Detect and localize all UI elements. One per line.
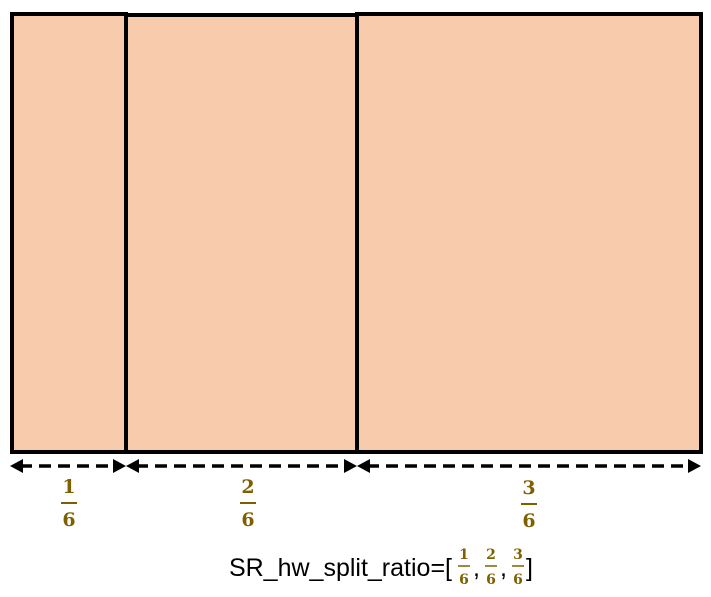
segment-panel-2	[124, 13, 359, 454]
dimension-arrow-3	[357, 459, 701, 473]
formula-fraction-1-numerator: 1	[459, 547, 469, 563]
segment-1-denominator: 6	[62, 509, 75, 531]
formula-separator: ,	[473, 554, 480, 582]
split-ratio-formula: SR_hw_split_ratio=[ 1 6 , 2 6 , 3 6 ]	[229, 547, 533, 588]
dimension-arrow-1	[10, 459, 126, 473]
segment-1-fraction: 1 6	[61, 476, 77, 531]
formula-prefix: SR_hw_split_ratio=[	[229, 554, 452, 582]
segment-2-denominator: 6	[241, 509, 254, 531]
segment-panel-1	[10, 12, 128, 454]
segment-3-denominator: 6	[522, 510, 535, 532]
formula-fraction-3-numerator: 3	[513, 547, 523, 563]
formula-separator: ,	[500, 554, 507, 582]
formula-fraction-2-numerator: 2	[486, 547, 496, 563]
formula-fraction-3-denominator: 6	[513, 572, 523, 588]
formula-fraction-2-denominator: 6	[486, 572, 496, 588]
dimension-arrow-2	[126, 459, 357, 473]
segment-3-fraction: 3 6	[521, 477, 537, 532]
segment-3-numerator: 3	[522, 477, 535, 499]
segment-2-fraction: 2 6	[240, 476, 256, 531]
formula-fraction-1-denominator: 6	[459, 572, 469, 588]
segment-panel-3	[355, 12, 703, 454]
segment-1-numerator: 1	[62, 476, 75, 498]
segment-2-numerator: 2	[241, 476, 254, 498]
formula-suffix: ]	[526, 554, 533, 582]
